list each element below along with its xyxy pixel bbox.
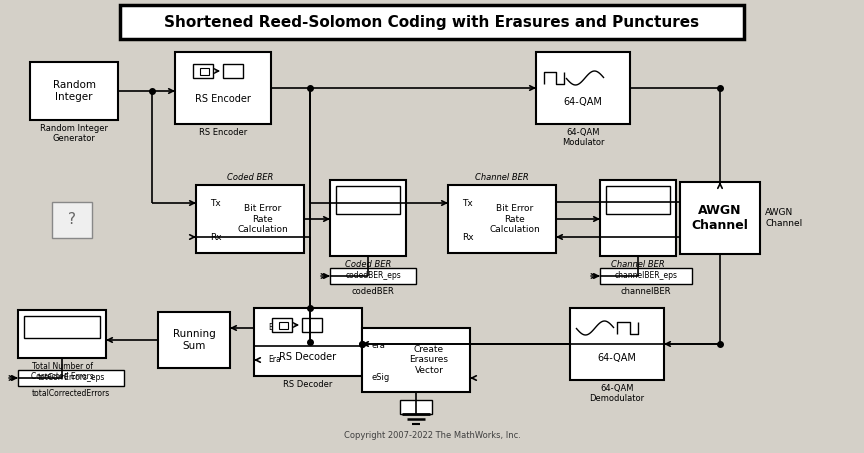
Text: Err: Err <box>268 323 279 333</box>
Bar <box>400 400 432 414</box>
Bar <box>18 370 124 386</box>
Text: Shortened Reed-Solomon Coding with Erasures and Punctures: Shortened Reed-Solomon Coding with Erasu… <box>164 14 700 29</box>
Bar <box>223 64 243 78</box>
Text: Tx: Tx <box>462 198 473 207</box>
Text: era: era <box>372 342 386 351</box>
Bar <box>448 185 556 253</box>
Bar <box>536 52 630 124</box>
Bar <box>606 186 670 214</box>
Text: Total Number of
Corrected Errors: Total Number of Corrected Errors <box>30 362 93 381</box>
Text: RS Decoder: RS Decoder <box>279 352 337 362</box>
Text: totalCorrectedErrors: totalCorrectedErrors <box>32 389 110 398</box>
Bar <box>30 62 118 120</box>
Bar <box>302 318 322 332</box>
Bar <box>196 185 304 253</box>
Bar <box>570 308 664 380</box>
Text: Copyright 2007-2022 The MathWorks, Inc.: Copyright 2007-2022 The MathWorks, Inc. <box>344 430 520 439</box>
Text: 64-QAM: 64-QAM <box>563 97 602 107</box>
Text: RS Encoder: RS Encoder <box>199 128 247 137</box>
Text: Rx: Rx <box>462 232 473 241</box>
Text: channelBER_eps: channelBER_eps <box>614 271 677 280</box>
Bar <box>336 186 400 214</box>
Bar <box>279 322 288 329</box>
Text: Rx: Rx <box>210 232 222 241</box>
Bar <box>120 5 744 39</box>
Bar <box>362 328 470 392</box>
Text: 64-QAM: 64-QAM <box>598 353 637 363</box>
Bar <box>193 64 213 78</box>
Text: Running
Sum: Running Sum <box>173 329 215 351</box>
Text: RS Decoder: RS Decoder <box>283 380 333 389</box>
Text: Era: Era <box>268 356 281 365</box>
Text: Bit Error
Rate
Calculation: Bit Error Rate Calculation <box>238 204 289 234</box>
Text: totCorrErrors_eps: totCorrErrors_eps <box>37 374 105 382</box>
Text: AWGN
Channel: AWGN Channel <box>765 208 803 228</box>
Bar <box>600 180 676 256</box>
Text: RS Encoder: RS Encoder <box>195 94 251 104</box>
Bar <box>254 308 362 376</box>
Bar <box>18 310 106 358</box>
Text: channelBER: channelBER <box>620 287 671 296</box>
Bar <box>330 180 406 256</box>
Bar <box>600 268 692 284</box>
Bar <box>175 52 271 124</box>
Text: 64-QAM
Modulator: 64-QAM Modulator <box>562 128 604 147</box>
Bar <box>272 318 292 332</box>
Text: Channel BER: Channel BER <box>475 173 529 182</box>
Bar <box>52 202 92 238</box>
Text: Random
Integer: Random Integer <box>53 80 96 102</box>
Text: codedBER: codedBER <box>352 287 394 296</box>
Text: Channel BER: Channel BER <box>611 260 665 269</box>
Text: Bit Error
Rate
Calculation: Bit Error Rate Calculation <box>490 204 540 234</box>
Text: eSig: eSig <box>372 374 391 382</box>
Bar <box>158 312 230 368</box>
Text: AWGN
Channel: AWGN Channel <box>691 204 748 232</box>
Text: Create
Erasures
Vector: Create Erasures Vector <box>410 345 448 375</box>
Text: 64-QAM
Demodulator: 64-QAM Demodulator <box>589 384 645 404</box>
Text: Coded BER: Coded BER <box>227 173 273 182</box>
Text: Tx: Tx <box>210 198 220 207</box>
Bar <box>330 268 416 284</box>
Text: ?: ? <box>68 212 76 227</box>
Text: Coded BER: Coded BER <box>345 260 391 269</box>
Text: Random Integer
Generator: Random Integer Generator <box>40 124 108 144</box>
Bar <box>680 182 760 254</box>
Text: codedBER_eps: codedBER_eps <box>345 271 401 280</box>
Bar <box>200 68 209 75</box>
Bar <box>24 316 100 338</box>
